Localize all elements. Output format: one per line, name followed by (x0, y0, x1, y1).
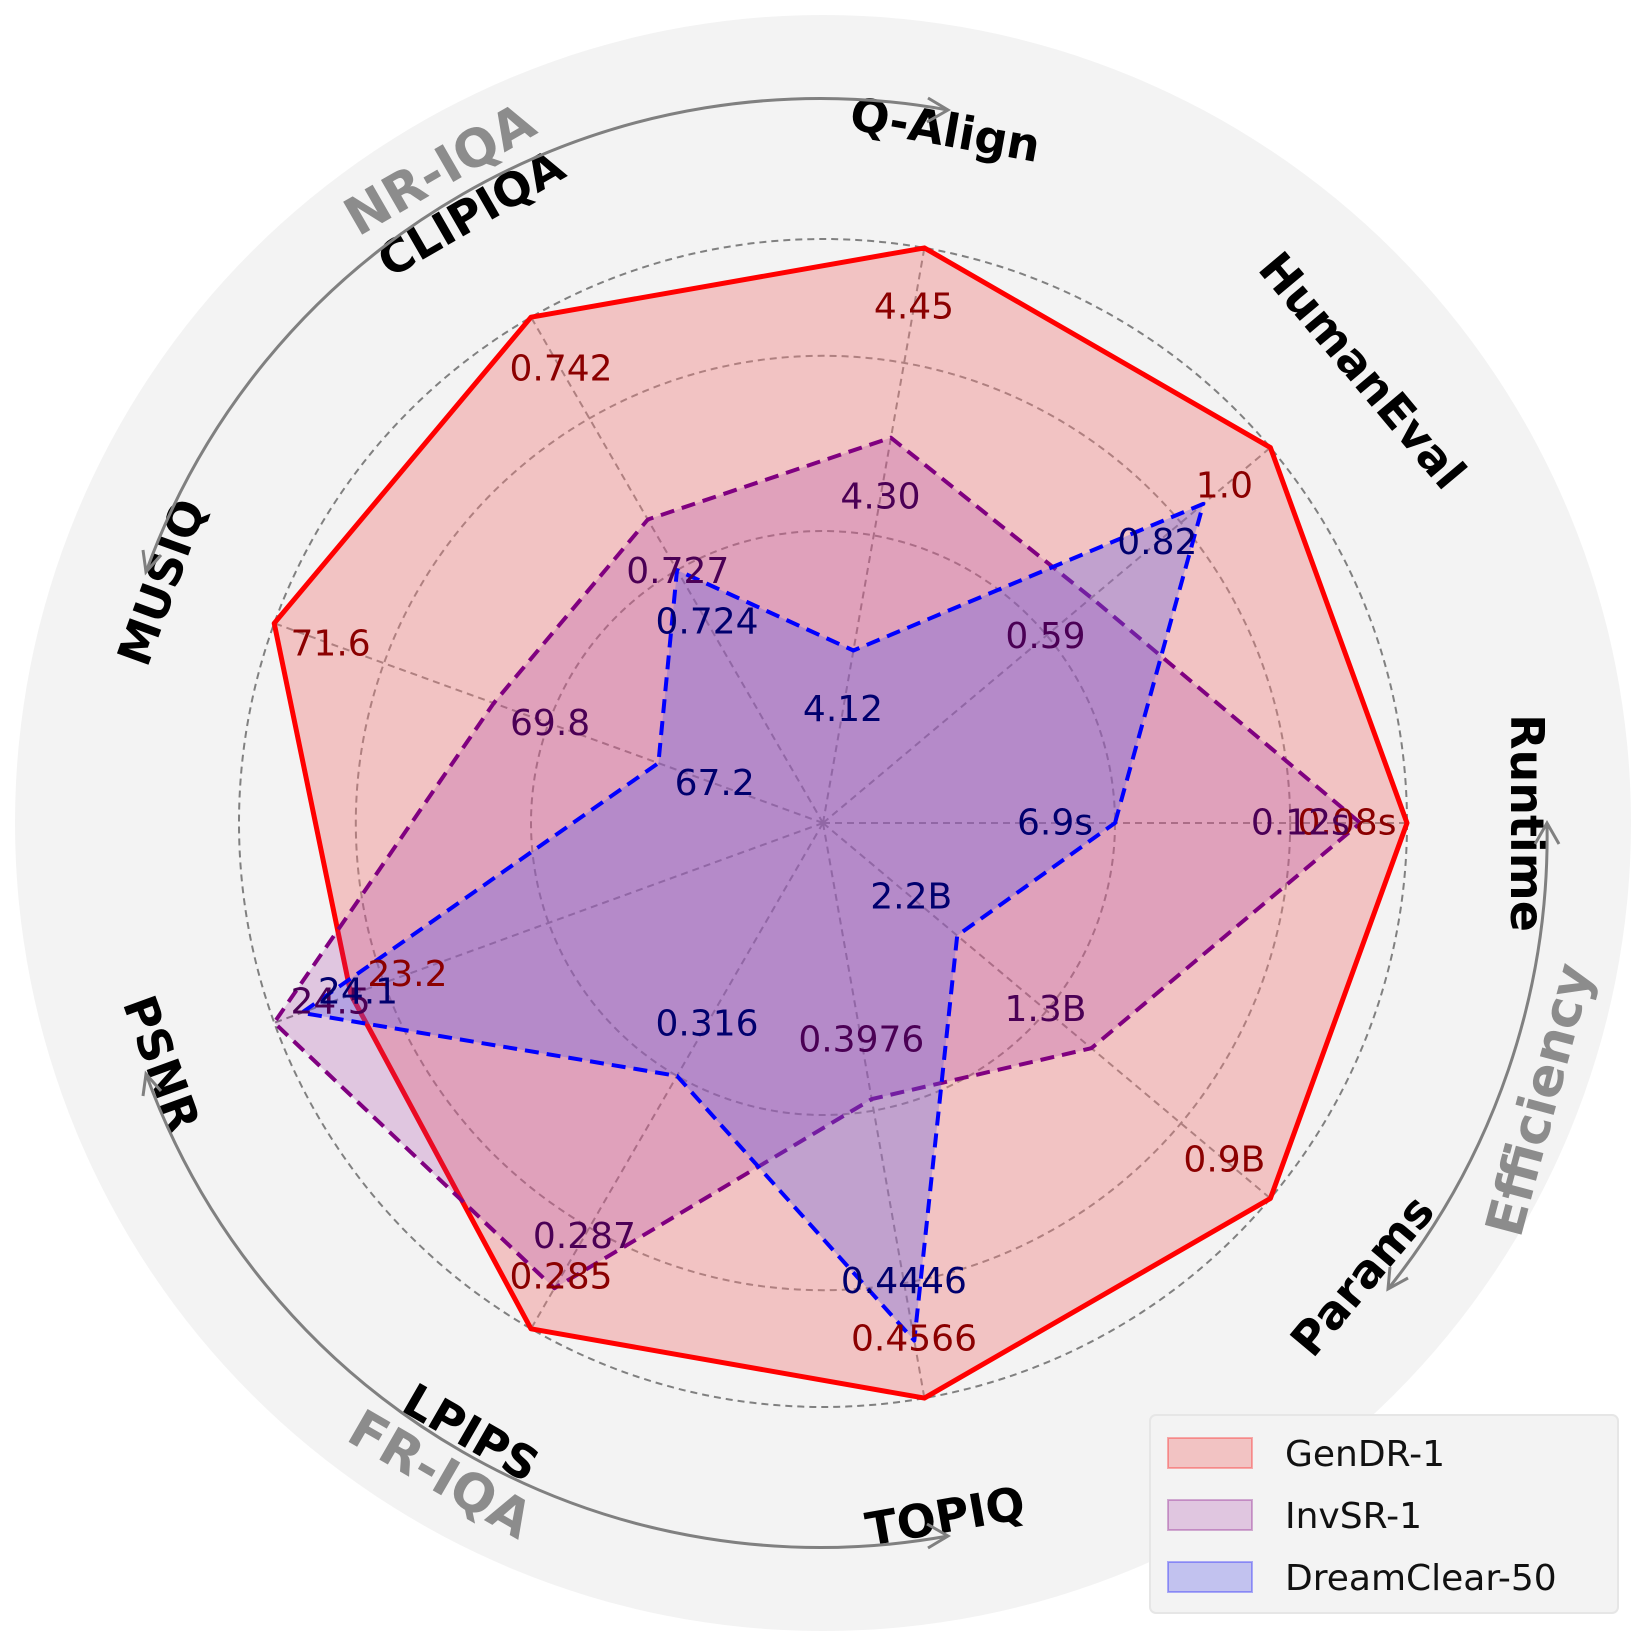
series-dreamclear-50-polygon (299, 501, 1206, 1343)
fr-iqa-arrow (144, 1073, 949, 1549)
value-label-dreamclear-50-params: 2.2B (870, 877, 952, 918)
series-gendr-1-polygon (271, 245, 1410, 1401)
value-labels: 0.08s 1.0 4.45 0.742 71.6 23.2 0.285 0.4566 0.9B… (291, 287, 1397, 1360)
legend-label-dreamclear: DreamClear-50 (1285, 1558, 1557, 1599)
nr-iqa-arrowhead (926, 96, 951, 124)
value-label-gendr-1-q-align: 4.45 (874, 287, 954, 328)
spoke-params (822, 822, 1272, 1200)
group-arrows (141, 96, 1561, 1550)
legend: GenDR-1 InvSR-1 DreamClear-50 (1149, 1414, 1619, 1614)
value-label-invsr-1-q-align: 4.30 (840, 476, 920, 517)
spoke-topiq (822, 822, 926, 1399)
value-label-dreamclear-50-runtime: 6.9s (1017, 803, 1093, 844)
value-label-gendr-1-humaneval: 1.0 (1196, 466, 1253, 507)
value-label-dreamclear-50-topiq: 0.4446 (841, 1261, 967, 1302)
value-label-dreamclear-50-q-align: 4.12 (803, 689, 883, 730)
legend-swatch-dreamclear (1167, 1561, 1253, 1593)
legend-swatch-gendr (1167, 1437, 1253, 1469)
value-label-gendr-1-musiq: 71.6 (291, 623, 371, 664)
legend-swatch-invsr (1167, 1499, 1253, 1531)
grid-ring-2 (354, 354, 1292, 1292)
series-invsr-1-polygon (272, 435, 1363, 1291)
legend-label-invsr: InvSR-1 (1285, 1496, 1422, 1537)
spoke-psnr (273, 822, 824, 1024)
value-label-dreamclear-50-musiq: 67.2 (675, 763, 755, 804)
value-label-invsr-1-psnr: 24.5 (291, 982, 371, 1023)
efficiency-arrowhead (1533, 819, 1561, 845)
value-label-dreamclear-50-clipiqa: 0.724 (655, 602, 758, 643)
value-label-gendr-1-topiq: 0.4566 (851, 1319, 977, 1360)
nr-iqa-arrowhead-end (141, 549, 163, 576)
efficiency-arrowhead-end (1386, 1266, 1409, 1292)
legend-box (1149, 1414, 1619, 1614)
series-layer (271, 245, 1410, 1401)
fr-iqa-arrowhead-end (926, 1522, 951, 1550)
legend-label-gendr: GenDR-1 (1285, 1434, 1445, 1475)
fr-iqa-arrowhead (141, 1070, 163, 1097)
value-label-invsr-1-runtime: 0.12s (1251, 803, 1350, 844)
value-label-invsr-1-params: 1.3B (1005, 989, 1087, 1030)
spoke-humaneval (822, 446, 1272, 824)
value-label-invsr-1-lpips: 0.287 (533, 1216, 636, 1257)
value-label-invsr-1-topiq: 0.3976 (798, 1020, 924, 1061)
value-label-invsr-1-musiq: 69.8 (510, 703, 590, 744)
value-label-gendr-1-psnr: 23.2 (367, 954, 447, 995)
value-label-dreamclear-50-psnr: 24.1 (318, 972, 398, 1013)
value-label-gendr-1-params: 0.9B (1183, 1139, 1265, 1180)
value-label-dreamclear-50-lpips: 0.316 (655, 1003, 758, 1044)
spoke-q-align (822, 247, 926, 824)
value-label-invsr-1-humaneval: 0.59 (1005, 616, 1085, 657)
value-label-gendr-1-runtime: 0.08s (1298, 803, 1397, 844)
value-label-gendr-1-clipiqa: 0.742 (509, 349, 612, 390)
nr-iqa-arrow (144, 97, 949, 573)
value-label-dreamclear-50-humaneval: 0.82 (1117, 522, 1197, 563)
value-label-gendr-1-lpips: 0.285 (509, 1256, 612, 1297)
efficiency-arrow (1386, 822, 1549, 1290)
value-label-invsr-1-clipiqa: 0.727 (626, 551, 729, 592)
spoke-musiq (273, 622, 824, 824)
